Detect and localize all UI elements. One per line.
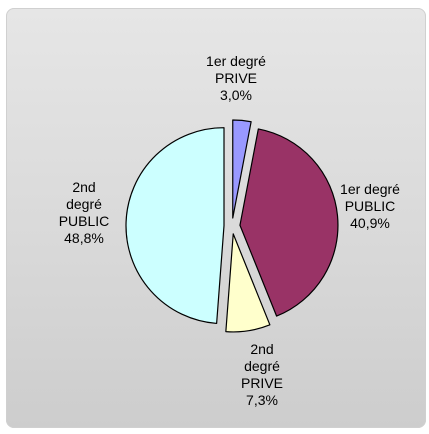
pie-slice-1 (232, 119, 252, 219)
pie-slice-4 (125, 127, 225, 325)
slice-label-4: 2nd degré PUBLIC 48,8% (59, 179, 110, 246)
slice-label-3: 2nd degré PRIVE 7,3% (241, 341, 283, 408)
pie-slice-3 (225, 233, 271, 333)
slice-label-1: 1er degré PRIVE 3,0% (206, 53, 266, 103)
pie-slice-2 (239, 128, 339, 317)
slice-label-2: 1er degré PUBLIC 40,9% (340, 181, 400, 231)
